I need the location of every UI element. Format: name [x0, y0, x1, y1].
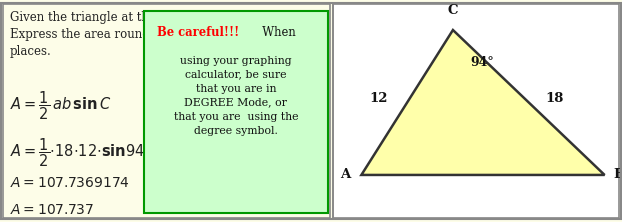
Text: A: A [340, 168, 350, 181]
Text: C: C [448, 4, 458, 17]
Text: 94°: 94° [470, 56, 494, 69]
Text: 12: 12 [369, 92, 388, 105]
Text: $\mathit{A}=107.7369174$: $\mathit{A}=107.7369174$ [10, 176, 129, 190]
Text: 18: 18 [545, 92, 564, 105]
Polygon shape [361, 30, 605, 175]
Text: B: B [613, 168, 622, 181]
Text: $\mathit{A}=107.737$: $\mathit{A}=107.737$ [10, 203, 94, 217]
Text: Be careful!!!: Be careful!!! [157, 26, 239, 39]
Text: $\mathit{A}=\dfrac{1}{2}{\cdot}18{\cdot}12{\cdot}\mathbf{sin}94°$: $\mathit{A}=\dfrac{1}{2}{\cdot}18{\cdot}… [10, 137, 151, 169]
Text: Given the triangle at the right, find its area.
Express the area rounded to thre: Given the triangle at the right, find it… [10, 11, 271, 58]
Text: using your graphing
calculator, be sure
that you are in
DEGREE Mode, or
that you: using your graphing calculator, be sure … [174, 56, 298, 136]
FancyBboxPatch shape [333, 4, 619, 218]
Text: When: When [254, 26, 295, 39]
FancyBboxPatch shape [3, 4, 330, 218]
FancyBboxPatch shape [144, 11, 328, 213]
Text: $\mathit{A}=\dfrac{1}{2}\,\mathit{ab}\,\mathbf{sin}\,\mathit{C}$: $\mathit{A}=\dfrac{1}{2}\,\mathit{ab}\,\… [10, 90, 111, 122]
